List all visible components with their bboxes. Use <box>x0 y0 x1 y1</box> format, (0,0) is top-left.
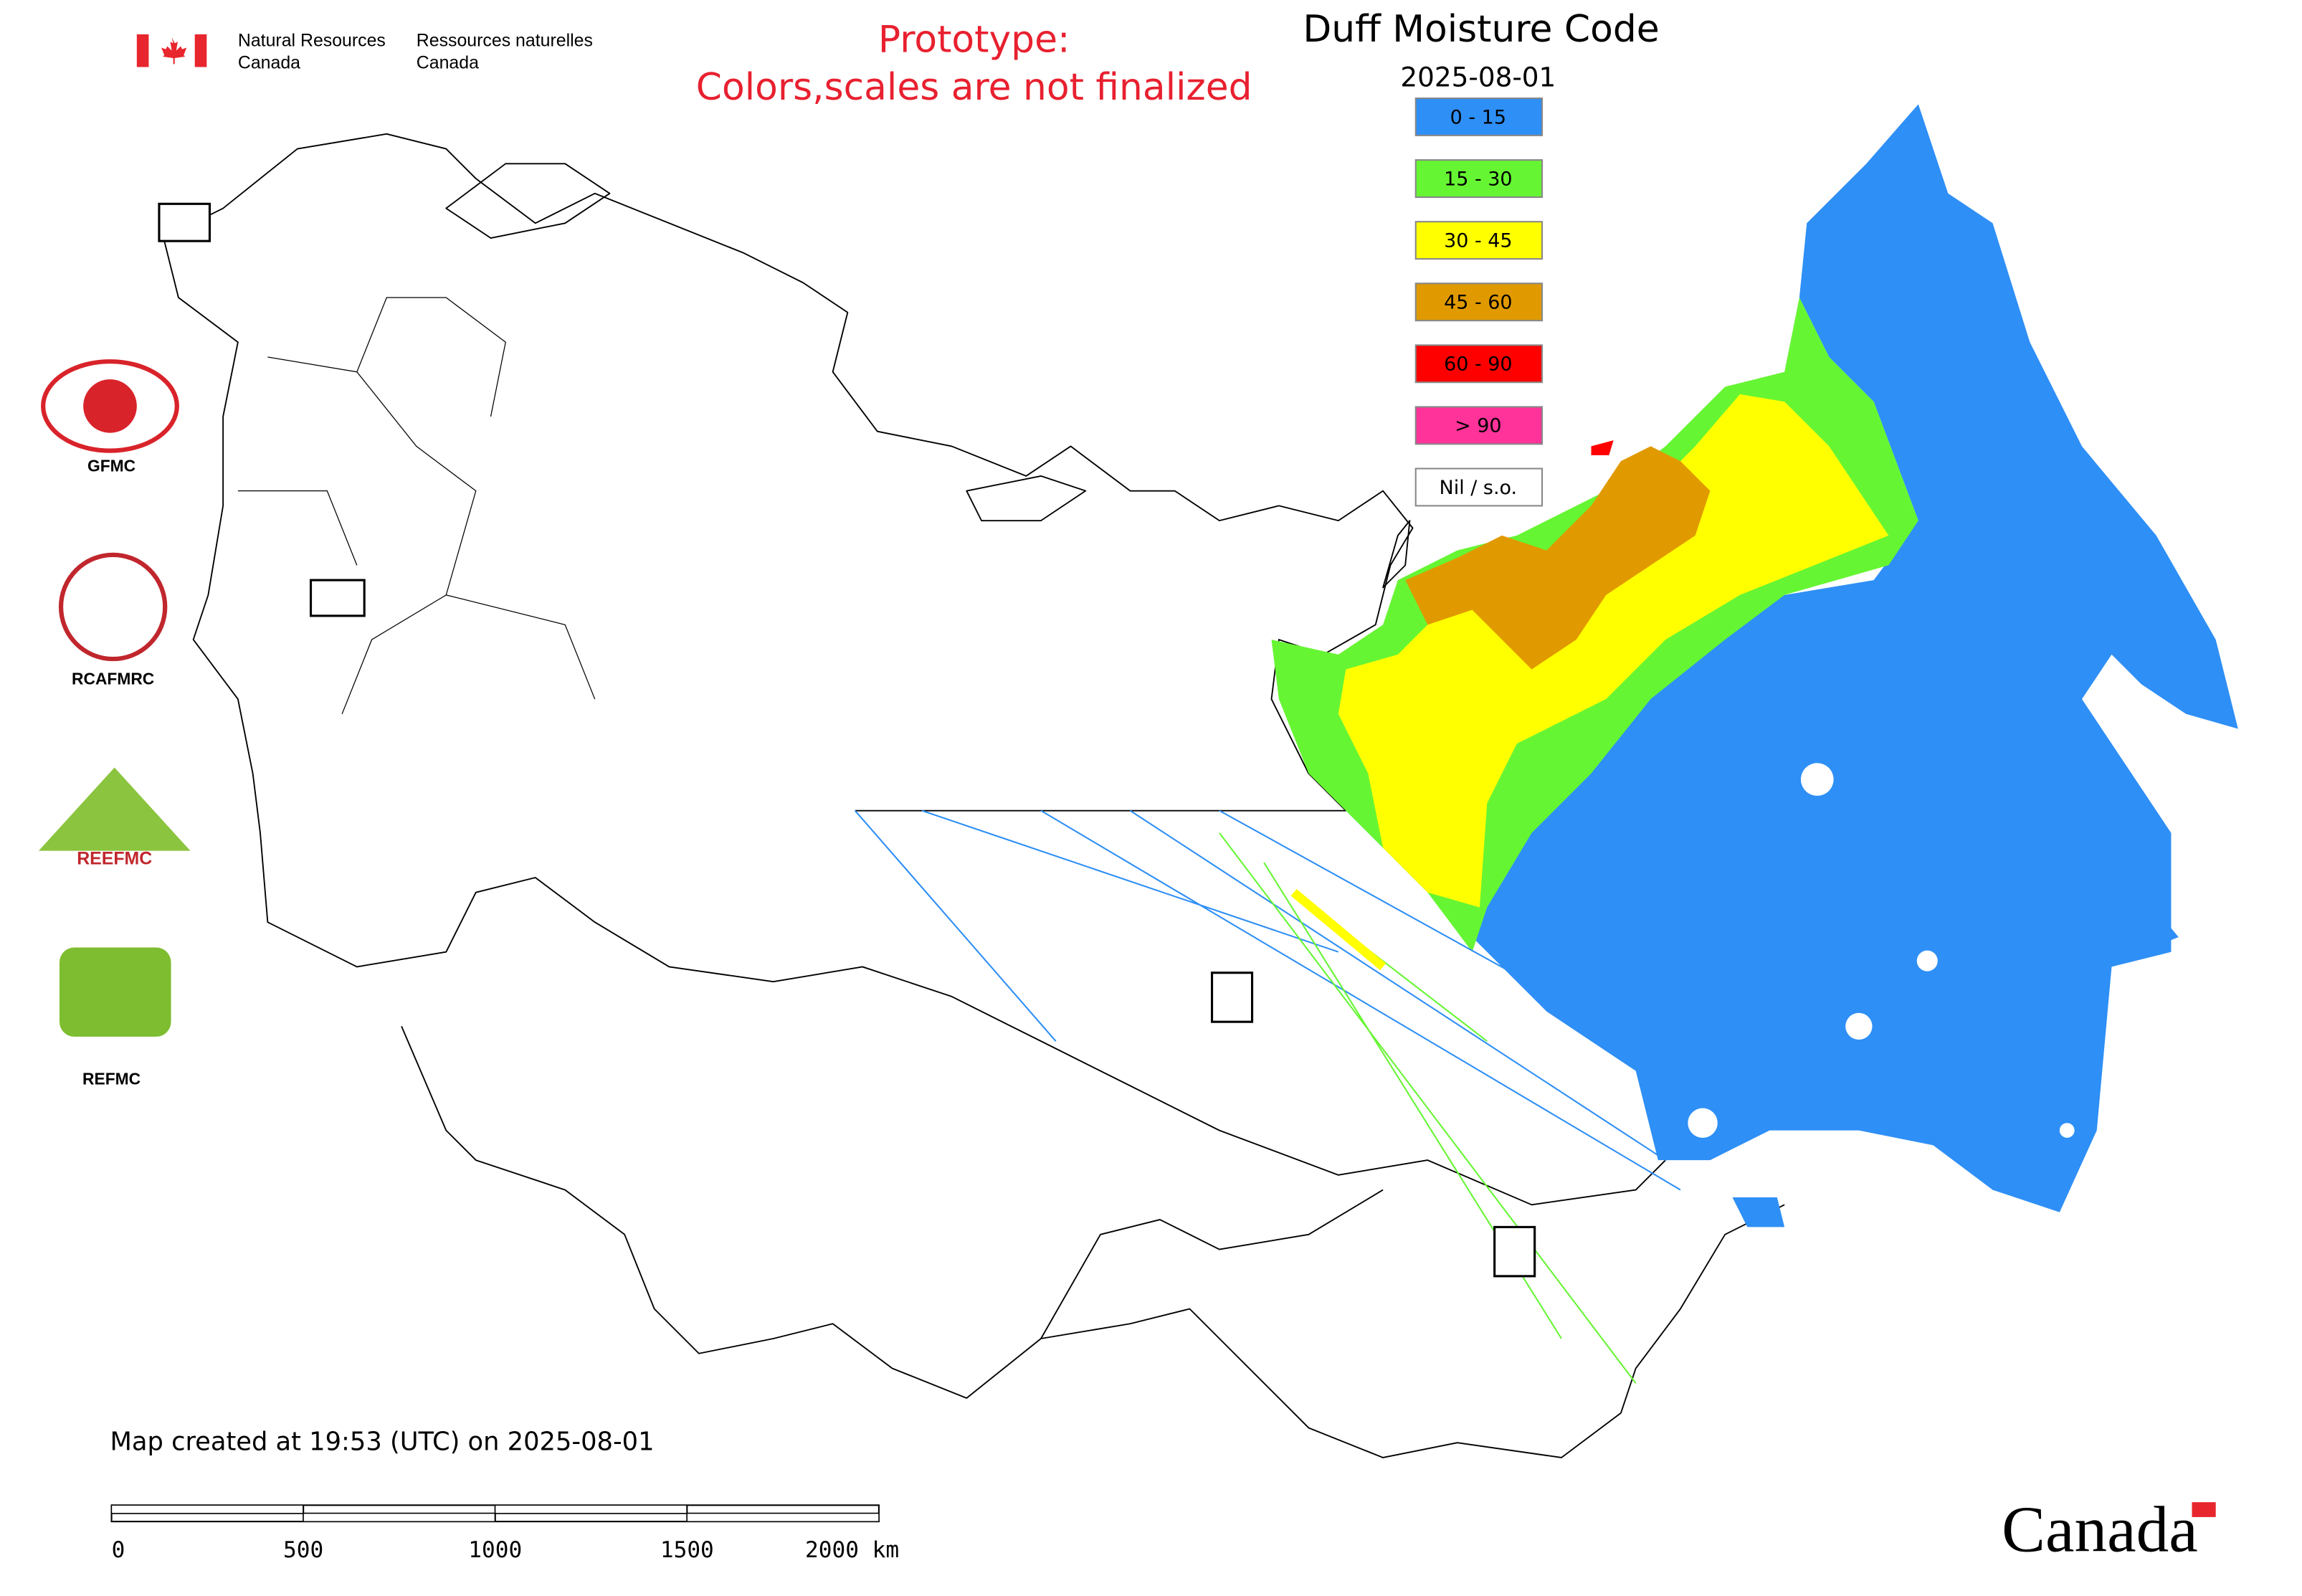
legend-swatch <box>1414 221 1544 260</box>
center-marker <box>1210 972 1254 1023</box>
scale-segment <box>495 1504 688 1514</box>
legend-label: 15 - 30 <box>1444 168 1512 190</box>
lake <box>1845 1012 1873 1040</box>
legend-swatch <box>1414 406 1544 445</box>
created-note: Map created at 19:53 (UTC) on 2025-08-01 <box>110 1428 654 1457</box>
canada-wordmark: Canada <box>2002 1493 2198 1566</box>
agency-signature: Natural Resources Canada Ressources natu… <box>136 30 593 73</box>
rcafmrc-logo <box>58 552 168 662</box>
gfmc-logo <box>41 359 179 453</box>
notice: Prototype: <box>878 19 1070 62</box>
flag-band <box>136 34 149 67</box>
legend-label: Nil / s.o. <box>1440 477 1518 499</box>
scale-ticks: 0 500 1000 1500 2000 km <box>110 1504 899 1563</box>
scale-label: 1500 <box>660 1537 714 1563</box>
swath-artifacts <box>854 809 1681 1384</box>
refmc-logo <box>59 947 171 1037</box>
dmc-area <box>1591 440 1614 455</box>
legend-swatch <box>1414 98 1544 136</box>
dmc-area <box>1338 394 1889 908</box>
legend-swatch <box>1414 282 1544 322</box>
legend-swatch <box>1414 344 1544 384</box>
map-title: Duff Moisture Code <box>1303 8 1659 51</box>
dmc-raster <box>854 104 2238 1384</box>
agency-fr: Ressources naturelles <box>417 30 593 50</box>
map-date: 2025-08-01 <box>1400 61 1556 92</box>
legend-label: > 90 <box>1455 415 1501 437</box>
dmc-area <box>1346 104 2238 1212</box>
boundary <box>401 1026 1785 1458</box>
notice: Colors,scales are not finalized <box>696 66 1252 109</box>
partner-logos: GFMC RCAFMRC REEFMC REFMC <box>38 359 191 1088</box>
scale-label: 0 <box>112 1537 125 1563</box>
reefmc-logo <box>38 767 191 851</box>
logo-wordmark: REEFMC <box>77 848 152 868</box>
center-markers <box>158 202 1536 1278</box>
country-outlines <box>163 133 1785 1458</box>
agency-en: Natural Resources <box>238 30 386 50</box>
lake <box>1800 763 1834 796</box>
flag-band <box>194 34 207 67</box>
legend-label: 30 - 45 <box>1444 229 1512 252</box>
legend-label: 45 - 60 <box>1444 292 1512 314</box>
swath-line <box>1290 888 1387 971</box>
logo-label: GFMC <box>87 457 135 475</box>
lake <box>1688 1108 1718 1138</box>
agency-fr: Canada <box>417 53 479 73</box>
lakes <box>1688 763 2075 1138</box>
logo-label: RCAFMRC <box>72 669 154 688</box>
scale-label: 500 <box>283 1537 323 1563</box>
lake <box>2059 1123 2075 1138</box>
legend-swatch <box>1414 467 1544 507</box>
legend-label: 0 - 15 <box>1450 106 1506 128</box>
scale-segment <box>110 1504 304 1514</box>
scale-segment <box>303 1513 496 1522</box>
boundary <box>1040 1189 1384 1339</box>
agency-en: Canada <box>238 53 300 73</box>
coastline <box>163 133 1414 812</box>
maple-leaf <box>161 37 187 65</box>
logo-label: REFMC <box>82 1069 141 1088</box>
legend-swatch <box>1414 159 1544 199</box>
legend-label: 60 - 90 <box>1444 353 1512 376</box>
island <box>445 163 1411 589</box>
legend: 0 - 15 15 - 30 30 - 45 45 - 60 60 - 90 > 90 Ni… <box>1414 98 1544 507</box>
scale-label: 2000 km <box>805 1537 899 1563</box>
center-marker <box>158 202 211 242</box>
wordmark-flag <box>2192 1502 2216 1517</box>
lake <box>1916 950 1938 972</box>
scale-label: 1000 <box>468 1537 522 1563</box>
dmc-area <box>1405 446 1711 670</box>
center-marker <box>1493 1225 1536 1278</box>
gfmc-logo <box>83 379 137 433</box>
scale-bar: 0 500 1000 1500 2000 km <box>110 1504 899 1563</box>
boundary <box>163 237 1666 1206</box>
internal-borders <box>237 297 596 715</box>
center-marker <box>309 579 366 617</box>
scale-segment <box>686 1513 880 1522</box>
swath-line <box>854 809 1681 1191</box>
